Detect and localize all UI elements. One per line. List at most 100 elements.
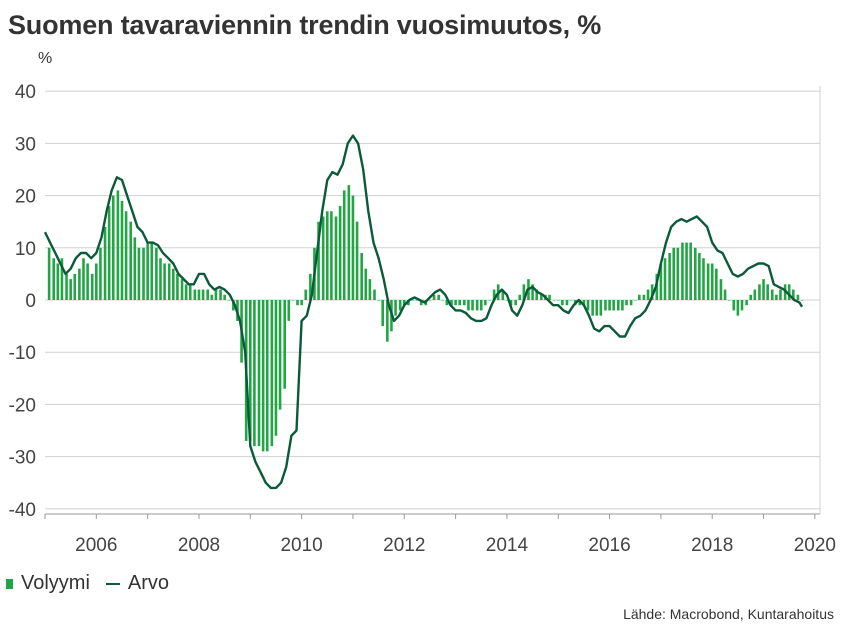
x-tick-label: 2012 xyxy=(383,535,425,556)
y-tick-label: -10 xyxy=(9,343,36,364)
volyymi-bar xyxy=(321,216,325,300)
volyymi-bar xyxy=(663,258,667,300)
volyymi-bar xyxy=(621,300,624,311)
volyymi-bar xyxy=(133,237,137,300)
volyymi-bar xyxy=(629,300,633,306)
volyymi-bar xyxy=(99,247,102,300)
volyymi-bar xyxy=(398,300,402,311)
x-tick-label: 2018 xyxy=(691,535,733,556)
volyymi-bar xyxy=(206,289,209,300)
volyymi-bar xyxy=(394,300,397,316)
volyymi-bar xyxy=(467,300,470,311)
volyymi-bar xyxy=(167,263,171,300)
x-tick-label: 2008 xyxy=(178,535,220,556)
volyymi-bar xyxy=(775,294,778,300)
legend-bar-label: Volyymi xyxy=(21,572,90,594)
volyymi-bar xyxy=(82,258,85,300)
volyymi-bar xyxy=(360,253,363,300)
volyymi-bar xyxy=(415,300,419,301)
volyymi-bar xyxy=(351,195,355,300)
volyymi-bar xyxy=(518,294,522,300)
volyymi-bar xyxy=(552,300,556,301)
volyymi-bar xyxy=(454,300,457,306)
volyymi-bar xyxy=(69,279,72,300)
x-tick-label: 2020 xyxy=(794,535,836,556)
y-tick-label: 40 xyxy=(15,82,36,103)
volyymi-bar xyxy=(770,289,774,300)
volyymi-bar xyxy=(463,300,466,306)
volyymi-bar xyxy=(604,300,607,311)
volyymi-bar xyxy=(381,300,385,327)
y-tick-label: 20 xyxy=(15,187,36,208)
volyymi-bar xyxy=(172,268,175,300)
volyymi-bar xyxy=(334,216,338,300)
volyymi-bar xyxy=(52,258,56,300)
volyymi-bar xyxy=(155,247,158,300)
volyymi-bar xyxy=(719,279,723,300)
volyymi-bar xyxy=(475,300,479,311)
volyymi-bar xyxy=(633,300,637,301)
volyymi-bar xyxy=(355,221,359,300)
volyymi-bar xyxy=(180,279,184,300)
volyymi-bar xyxy=(766,284,769,300)
volyymi-bar xyxy=(432,294,436,300)
volyymi-bar xyxy=(561,300,564,306)
volyymi-bar xyxy=(60,258,64,300)
volyymi-bar xyxy=(800,300,804,301)
grid-layer xyxy=(45,90,820,510)
legend-bar-swatch xyxy=(6,578,13,589)
volyymi-bar xyxy=(103,226,107,300)
volyymi-bar xyxy=(129,221,133,300)
volyymi-bar xyxy=(274,300,278,436)
volyymi-bar xyxy=(90,273,94,300)
legend: Volyymi Arvo xyxy=(6,572,169,595)
volyymi-bar xyxy=(509,300,513,306)
volyymi-bar xyxy=(668,253,671,300)
volyymi-bar xyxy=(253,300,256,447)
volyymi-bar xyxy=(265,300,269,452)
volyymi-bar xyxy=(441,300,445,301)
volyymi-bar xyxy=(787,284,791,300)
volyymi-bar xyxy=(78,268,81,300)
x-tick-label: 2010 xyxy=(280,535,322,556)
volyymi-bar xyxy=(47,247,51,300)
y-tick-label: 30 xyxy=(15,134,36,155)
volyymi-bar xyxy=(479,300,483,311)
volyymi-bar xyxy=(283,300,286,389)
volyymi-bar xyxy=(411,300,415,301)
legend-line-label: Arvo xyxy=(127,572,170,594)
volyymi-bar xyxy=(73,273,77,300)
volyymi-bar xyxy=(146,242,149,300)
y-tick-label: -30 xyxy=(9,448,36,469)
volyymi-bar xyxy=(304,289,308,300)
volyymi-bar xyxy=(522,284,526,300)
volyymi-bar xyxy=(227,300,231,301)
arvo-line xyxy=(43,134,804,490)
volyymi-bar xyxy=(163,263,166,300)
volyymi-bar xyxy=(779,289,782,300)
volyymi-bar xyxy=(65,273,68,300)
volyymi-bar xyxy=(689,242,692,300)
volyymi-bar xyxy=(197,289,201,300)
volyymi-bar xyxy=(309,273,312,300)
volyymi-bar xyxy=(650,284,654,300)
volyymi-bar xyxy=(616,300,620,311)
volyymi-bar xyxy=(368,279,372,300)
volyymi-bar xyxy=(736,300,740,316)
volyymi-bar xyxy=(740,300,744,311)
volyymi-bar xyxy=(300,300,303,306)
volyymi-bar xyxy=(599,300,603,316)
volyymi-bar xyxy=(210,294,214,300)
y-tick-label: -40 xyxy=(9,500,36,521)
volyymi-bars xyxy=(47,185,804,452)
volyymi-bar xyxy=(223,294,226,300)
volyymi-bar xyxy=(419,300,423,306)
volyymi-bar xyxy=(471,300,474,311)
volyymi-bar xyxy=(638,294,641,300)
volyymi-bar xyxy=(642,294,646,300)
volyymi-bar xyxy=(548,294,551,300)
volyymi-bar xyxy=(698,253,701,300)
volyymi-bar xyxy=(582,300,586,306)
